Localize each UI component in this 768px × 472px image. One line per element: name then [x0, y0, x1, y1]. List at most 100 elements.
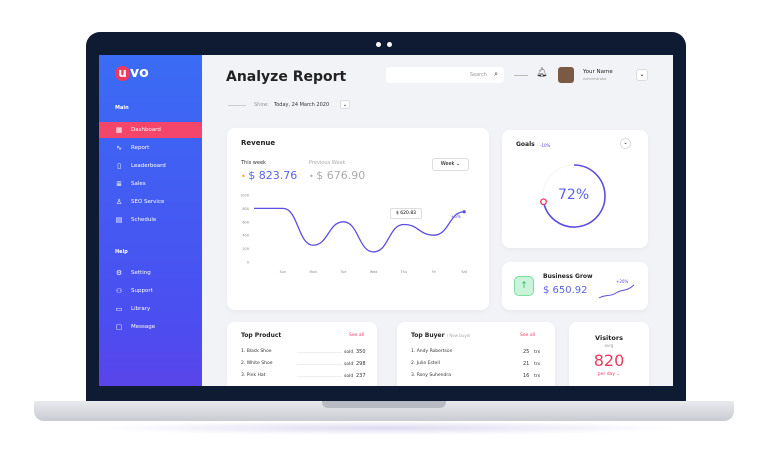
divider [514, 75, 528, 76]
this-week-label: This week [241, 160, 266, 166]
laptop-notch [322, 401, 446, 408]
x-tick-label: Wed [370, 270, 378, 274]
dashboard-screen: u vo Main ▦ Dashboard ∿ Report ▯ Leaderboard ≣ S… [99, 55, 673, 386]
list-item-name: 3. Rony Suhendra [411, 373, 451, 378]
bell-icon[interactable]: 🔔︎ [536, 68, 548, 78]
calendar-icon: ▤ [115, 216, 123, 224]
sidebar-item-label: SEO Service [131, 199, 165, 205]
sidebar-item-leaderboard[interactable]: ▯ Leaderboard [99, 158, 202, 174]
goals-ring [540, 164, 606, 228]
sidebar-item-label: Leaderboard [131, 163, 166, 169]
y-tick-label: 400 [242, 234, 249, 238]
date-value: Today, 24 March 2020 [274, 102, 330, 108]
clipboard-icon: ▯ [117, 162, 121, 170]
y-tick-label: 200 [242, 247, 249, 251]
sidebar-item-library[interactable]: ▭ Library [99, 301, 202, 317]
list-item-value: 16 [523, 373, 530, 379]
sidebar-item-report[interactable]: ∿ Report [99, 140, 202, 156]
user-role: Administrator [583, 77, 607, 81]
top-buyer-see-all[interactable]: See all [520, 333, 536, 338]
prev-week-value: • $ 676.90 [309, 169, 366, 182]
visitors-card: Visitors avrg 820 per day ⌄ [569, 322, 649, 386]
list-item-value: 237 [356, 373, 366, 379]
user-name: Your Name [583, 69, 613, 75]
top-buyer-title: Top Buyer / New buyer [411, 332, 471, 339]
x-tick-label: Tue [339, 270, 346, 274]
prev-week-label: Previous Week [309, 160, 346, 166]
visitors-value: 820 [593, 351, 625, 370]
sidebar-item-dashboard[interactable]: ▦ Dashboard [99, 122, 202, 138]
sidebar: u vo Main ▦ Dashboard ∿ Report ▯ Leaderboard ≣ S… [99, 55, 202, 386]
goals-card: Goals -10% ⌄ 72% [502, 130, 648, 248]
goals-dropdown[interactable]: ⌄ [620, 138, 631, 149]
progress-track [297, 352, 342, 353]
business-change: +20% [616, 279, 629, 284]
divider [228, 105, 246, 106]
message-icon: ▢ [115, 323, 123, 331]
revenue-chart: 1000 800 600 400 200 0 Sun Mon Tue Wed Thu Fri Sat [240, 194, 468, 275]
sidebar-item-label: Setting [131, 270, 151, 276]
arrow-up-icon: ↑ [514, 276, 534, 296]
y-tick-label: 1000 [240, 194, 249, 198]
search-input[interactable]: Search ⌕ [386, 67, 504, 83]
x-tick-label: Fri [432, 270, 436, 274]
progress-track [297, 364, 342, 365]
sidebar-item-setting[interactable]: ⚙ Setting [99, 265, 202, 281]
period-dropdown[interactable]: Week ⌄ [432, 158, 469, 171]
list-item-name: 2. White Shoe [241, 361, 273, 366]
goals-progress-start [540, 198, 547, 206]
revenue-title: Revenue [241, 139, 276, 147]
list-item-value: 298 [356, 361, 366, 367]
sidebar-item-message[interactable]: ▢ Message [99, 319, 202, 335]
business-sparkline [598, 284, 635, 299]
laptop-base [34, 401, 734, 421]
progress-track [297, 376, 342, 377]
sidebar-item-label: Support [131, 288, 153, 294]
camera-dot [376, 42, 381, 47]
sidebar-item-label: Message [131, 324, 156, 330]
y-tick-label: 800 [242, 207, 249, 211]
logo[interactable]: u vo [115, 65, 149, 81]
business-grow-card: ↑ Business Grow $ 650.92 +20% [502, 262, 648, 310]
revenue-series-line [254, 207, 465, 253]
grid-icon: ▦ [115, 126, 123, 134]
sidebar-item-sales[interactable]: ≣ Sales [99, 176, 202, 192]
section-main: Main [115, 105, 129, 111]
database-icon: ≣ [116, 180, 122, 188]
chart-tooltip: $ 620.83 [390, 208, 423, 219]
list-item-name: 2. Julie Estell [411, 361, 440, 366]
date-dropdown[interactable]: ⌄ [340, 100, 350, 109]
business-value: $ 650.92 [543, 285, 588, 296]
list-item-unit: trx [534, 350, 541, 355]
users-icon: ⚇ [115, 287, 123, 295]
user-menu-dropdown[interactable]: ⌄ [636, 69, 648, 81]
x-tick-label: Mon [310, 270, 317, 274]
user-icon: ♙ [115, 198, 123, 206]
list-item-unit: trx [534, 362, 541, 367]
visitors-title: Visitors [595, 334, 623, 342]
visitors-period-dropdown[interactable]: per day ⌄ [597, 372, 621, 377]
list-item-unit: sold [344, 374, 354, 379]
y-tick-label: 600 [242, 220, 249, 224]
revenue-card: Revenue This week • $ 823.76 Previous We… [227, 128, 489, 310]
list-item-value: 350 [356, 349, 366, 355]
list-item-name: 3. Pink Hat [241, 373, 266, 378]
camera-dot [387, 42, 392, 47]
sidebar-item-label: Report [131, 145, 150, 151]
y-tick-label: 0 [247, 261, 249, 265]
sidebar-item-label: Dashboard [131, 127, 161, 133]
goals-change: -10% [540, 143, 551, 148]
sidebar-item-support[interactable]: ⚇ Support [99, 283, 202, 299]
list-item-name: 1. Black Shoe [241, 349, 272, 354]
activity-icon: ∿ [116, 144, 122, 152]
folder-icon: ▭ [115, 305, 123, 313]
sidebar-item-seo-service[interactable]: ♙ SEO Service [99, 194, 202, 210]
top-product-see-all[interactable]: See all [349, 333, 365, 338]
sidebar-item-schedule[interactable]: ▤ Schedule [99, 212, 202, 228]
sidebar-item-label: Schedule [131, 217, 157, 223]
list-item-unit: sold [344, 362, 354, 367]
search-icon[interactable]: ⌕ [494, 70, 498, 78]
avatar[interactable] [558, 67, 574, 83]
top-buyer-card: Top Buyer / New buyer See all 1. Andy Ro… [397, 322, 555, 386]
x-tick-label: Thu [400, 270, 408, 274]
